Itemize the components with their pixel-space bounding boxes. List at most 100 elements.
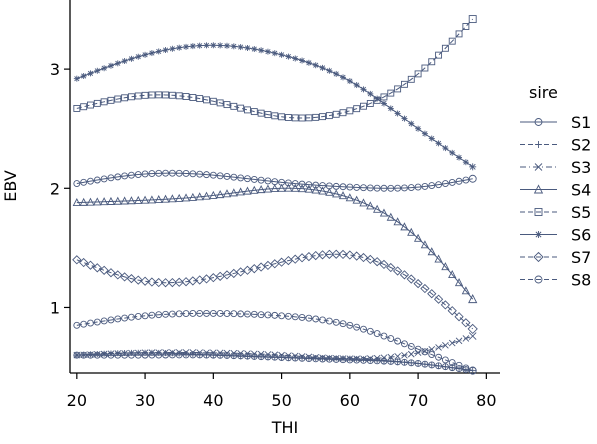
legend-label: S3 <box>571 158 591 177</box>
data-point <box>373 184 381 192</box>
data-point <box>114 350 122 357</box>
data-point <box>107 350 115 358</box>
data-point <box>141 170 149 178</box>
data-point <box>435 51 443 59</box>
data-point <box>346 107 354 115</box>
data-point <box>339 183 347 191</box>
data-point <box>106 196 116 205</box>
data-point <box>332 110 340 118</box>
data-point <box>216 190 225 199</box>
data-point <box>244 350 251 357</box>
data-point <box>324 249 335 260</box>
data-point <box>148 91 156 99</box>
data-point <box>468 294 478 304</box>
data-point <box>271 112 279 120</box>
data-point <box>284 183 293 192</box>
data-point <box>257 109 265 117</box>
data-point <box>141 349 149 357</box>
data-point <box>100 98 108 106</box>
data-point <box>353 82 360 89</box>
data-point <box>379 208 389 217</box>
data-point <box>250 350 258 358</box>
data-point <box>237 174 245 182</box>
data-point <box>176 44 183 51</box>
legend-item-s8: S8 <box>520 271 591 290</box>
data-point <box>107 96 115 104</box>
data-point <box>271 351 279 359</box>
data-point <box>155 349 163 356</box>
data-point <box>407 350 415 358</box>
data-point <box>374 95 381 102</box>
data-point <box>319 64 326 71</box>
data-point <box>360 325 367 333</box>
data-point <box>299 57 306 64</box>
data-point <box>305 114 313 122</box>
data-point <box>448 37 456 45</box>
data-point <box>141 91 149 99</box>
data-point <box>100 317 108 325</box>
data-point <box>394 352 401 360</box>
data-point <box>154 195 163 204</box>
data-point <box>270 183 279 193</box>
data-point <box>175 349 183 356</box>
data-point <box>454 278 464 287</box>
data-point <box>319 316 326 324</box>
data-point <box>93 318 101 326</box>
data-point <box>203 171 210 179</box>
legend-marker <box>534 118 543 126</box>
data-point <box>127 171 135 179</box>
data-point <box>278 113 286 121</box>
data-point <box>326 67 333 74</box>
data-point <box>441 180 449 188</box>
data-point <box>222 189 232 198</box>
data-point <box>72 255 82 265</box>
series-s7 <box>72 249 478 335</box>
legend-item-s3: S3 <box>520 158 591 177</box>
data-point <box>174 277 184 287</box>
data-point <box>462 364 470 372</box>
data-point <box>421 361 428 368</box>
plot-area: 1 2 3 20 30 40 50 60 70 80 <box>50 0 500 410</box>
data-point <box>428 346 436 353</box>
data-point <box>380 354 388 362</box>
legend-label: S4 <box>571 181 591 200</box>
data-point <box>448 179 456 186</box>
data-point <box>469 367 477 375</box>
data-point <box>325 187 334 196</box>
data-point <box>251 353 258 360</box>
data-point <box>311 250 321 261</box>
data-point <box>85 260 96 270</box>
data-point <box>407 184 415 192</box>
legend-item-s2: S2 <box>520 136 591 155</box>
data-point <box>332 355 340 362</box>
data-point <box>264 351 272 358</box>
data-point <box>100 175 108 183</box>
data-point <box>189 310 197 317</box>
data-point <box>162 349 169 356</box>
data-point <box>92 263 102 273</box>
data-point <box>257 176 265 184</box>
data-point <box>119 272 130 282</box>
data-point <box>181 277 191 287</box>
x-tick-label: 70 <box>408 391 428 410</box>
data-point <box>366 201 375 210</box>
data-point <box>401 115 408 122</box>
data-point <box>230 310 238 318</box>
data-point <box>223 310 231 318</box>
data-point <box>114 60 121 67</box>
data-point <box>127 93 135 101</box>
data-point <box>175 169 183 177</box>
data-point <box>73 104 81 112</box>
data-point <box>244 106 251 114</box>
data-point <box>210 42 217 49</box>
data-point <box>360 184 367 192</box>
data-point <box>189 94 197 101</box>
data-point <box>244 353 251 360</box>
data-point <box>380 332 388 340</box>
data-point <box>312 181 320 189</box>
series-layer <box>72 15 478 375</box>
data-point <box>379 259 389 270</box>
data-point <box>393 217 402 226</box>
data-point <box>353 355 360 363</box>
data-point <box>317 250 328 260</box>
